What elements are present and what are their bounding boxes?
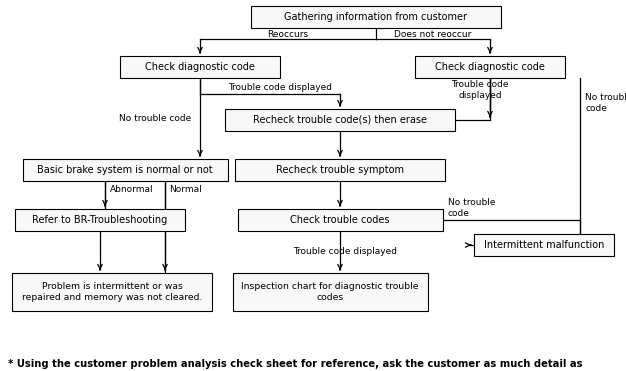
Text: Normal: Normal — [169, 184, 202, 194]
Text: Basic brake system is normal or not: Basic brake system is normal or not — [37, 165, 213, 175]
Text: Abnormal: Abnormal — [110, 184, 153, 194]
Text: * Using the customer problem analysis check sheet for reference, ask the custome: * Using the customer problem analysis ch… — [8, 359, 583, 371]
Text: Trouble code
displayed: Trouble code displayed — [451, 80, 509, 100]
Text: Inspection chart for diagnostic trouble
codes: Inspection chart for diagnostic trouble … — [241, 282, 419, 302]
Text: Trouble code displayed: Trouble code displayed — [293, 247, 397, 256]
Text: Gathering information from customer: Gathering information from customer — [284, 12, 468, 22]
Bar — [474, 234, 614, 256]
Bar — [120, 56, 280, 78]
Text: Trouble code displayed: Trouble code displayed — [228, 83, 332, 92]
Bar — [225, 109, 455, 131]
Bar — [232, 273, 428, 311]
Text: No trouble
code: No trouble code — [448, 198, 495, 218]
Bar — [15, 209, 185, 231]
Bar — [251, 6, 501, 28]
Bar — [415, 56, 565, 78]
Text: Check diagnostic code: Check diagnostic code — [145, 62, 255, 72]
Text: No trouble code: No trouble code — [119, 114, 191, 123]
Text: Intermittent malfunction: Intermittent malfunction — [484, 240, 604, 250]
Text: Recheck trouble code(s) then erase: Recheck trouble code(s) then erase — [253, 115, 427, 125]
Text: No trouble
code: No trouble code — [585, 93, 626, 113]
Bar — [23, 159, 227, 181]
Text: Check trouble codes: Check trouble codes — [290, 215, 390, 225]
Bar — [235, 159, 445, 181]
Text: Check diagnostic code: Check diagnostic code — [435, 62, 545, 72]
Text: Problem is intermittent or was
repaired and memory was not cleared.: Problem is intermittent or was repaired … — [22, 282, 202, 302]
Bar — [237, 209, 443, 231]
Bar — [12, 273, 212, 311]
Text: Recheck trouble symptom: Recheck trouble symptom — [276, 165, 404, 175]
Text: Reoccurs: Reoccurs — [267, 30, 309, 39]
Text: Does not reoccur: Does not reoccur — [394, 30, 471, 39]
Text: Refer to BR-Troubleshooting: Refer to BR-Troubleshooting — [33, 215, 168, 225]
